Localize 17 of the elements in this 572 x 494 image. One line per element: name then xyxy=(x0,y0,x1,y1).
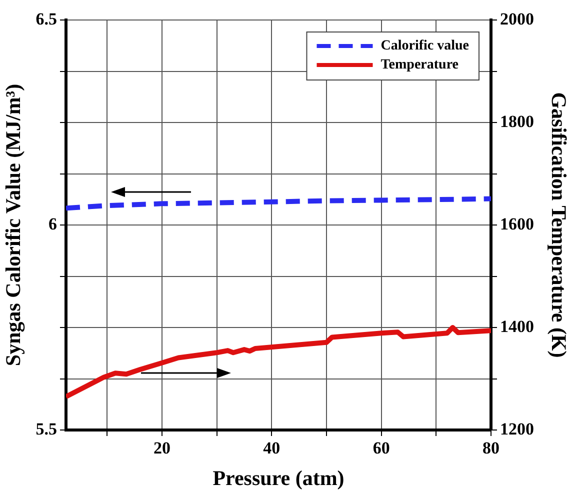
y-tick-label: 6.5 xyxy=(36,9,57,28)
y2-tick-label: 1200 xyxy=(500,419,534,438)
y2-tick-label: 2000 xyxy=(500,9,534,28)
y-axis-title: Syngas Calorific Value (MJ/m³) xyxy=(1,84,26,366)
legend-label: Calorific value xyxy=(380,38,470,54)
x-tick-label: 80 xyxy=(482,438,500,458)
y2-tick-label: 1600 xyxy=(500,214,534,234)
y-tick-label: 5.5 xyxy=(36,419,57,438)
x-axis-title: Pressure (atm) xyxy=(212,466,344,490)
x-tick-label: 20 xyxy=(153,438,170,458)
y2-tick-label: 1800 xyxy=(500,112,534,131)
y2-axis-title: Gasification Temperature (K) xyxy=(546,92,571,358)
y-tick-label: 6 xyxy=(48,214,57,234)
x-tick-label: 60 xyxy=(372,438,390,458)
legend-label: Temperature xyxy=(380,58,459,73)
x-tick-label: 40 xyxy=(263,438,280,458)
y2-tick-label: 1400 xyxy=(500,316,534,336)
